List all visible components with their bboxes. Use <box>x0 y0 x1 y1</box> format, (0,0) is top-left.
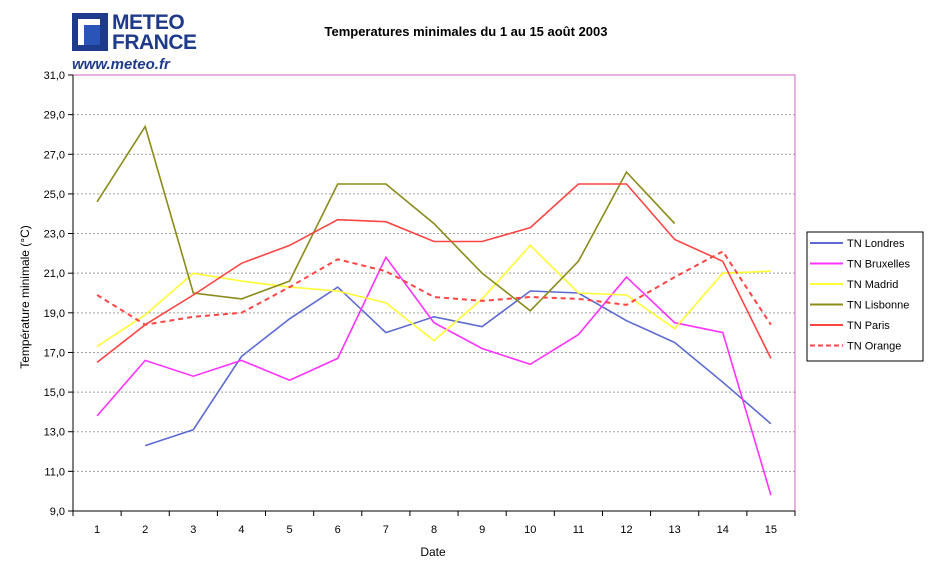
y-tick-label: 11,0 <box>44 466 65 478</box>
legend-box <box>806 231 924 362</box>
meteo-france-logo: METEO FRANCE www.meteo.fr <box>72 10 202 73</box>
legend: TN Londres TN Bruxelles TN Madrid TN Lisbon… <box>806 231 924 362</box>
x-tick-label: 5 <box>287 524 293 536</box>
logo-line-2: FRANCE <box>112 31 197 54</box>
y-tick-label: 29,0 <box>44 110 65 122</box>
series-line-tn-orange <box>96 250 772 326</box>
y-tick-label: 21,0 <box>44 268 65 280</box>
legend-label-tn-lisbonne: TN Lisbonne <box>847 300 909 312</box>
x-tick-label: 9 <box>479 524 485 536</box>
x-tick-label: 10 <box>524 524 536 536</box>
legend-label-tn-orange: TN Orange <box>847 341 901 353</box>
series-line-tn-paris <box>96 183 772 364</box>
series-line-tn-madrid <box>96 244 771 348</box>
x-tick-label: 7 <box>383 524 389 536</box>
legend-label-tn-londres: TN Londres <box>847 238 905 250</box>
y-tick-label: 19,0 <box>44 308 65 320</box>
x-tick-label: 2 <box>142 524 148 536</box>
y-axis-label: Température minimale (°C) <box>18 225 32 369</box>
y-tick-label: 31,0 <box>44 70 65 82</box>
x-tick-label: 1 <box>94 524 100 536</box>
x-tick-label: 12 <box>620 524 632 536</box>
series-lines <box>96 124 772 496</box>
series-line-tn-bruxelles <box>96 255 772 496</box>
y-tick-label: 15,0 <box>44 387 65 399</box>
x-tick-label: 13 <box>669 524 681 536</box>
x-tick-label: 14 <box>717 524 729 536</box>
legend-label-tn-madrid: TN Madrid <box>847 279 898 291</box>
y-tick-label: 17,0 <box>44 347 65 359</box>
grid-lines <box>73 74 795 512</box>
x-axis-label: Date <box>420 545 446 559</box>
meteo-france-logo-icon <box>72 13 108 51</box>
chart-title: Temperatures minimales du 1 au 15 août 2… <box>325 24 608 39</box>
y-tick-label: 13,0 <box>44 427 65 439</box>
y-tick-label: 9,0 <box>50 506 65 518</box>
y-tick-label: 23,0 <box>44 229 65 241</box>
x-tick-label: 4 <box>238 524 244 536</box>
x-tick-label: 8 <box>431 524 437 536</box>
x-tick-label: 3 <box>190 524 196 536</box>
legend-label-tn-paris: TN Paris <box>847 320 890 332</box>
legend-label-tn-bruxelles: TN Bruxelles <box>847 259 910 271</box>
x-tick-label: 11 <box>573 524 584 536</box>
logo-url[interactable]: www.meteo.fr <box>72 56 170 73</box>
series-line-tn-londres <box>144 286 772 447</box>
logo-line-1: METEO <box>112 11 185 34</box>
y-tick-label: 25,0 <box>44 189 65 201</box>
x-tick-label: 15 <box>765 524 777 536</box>
plot-area <box>72 74 796 512</box>
y-tick-label: 27,0 <box>44 149 65 161</box>
x-tick-label: 6 <box>335 524 341 536</box>
series-line-tn-lisbonne <box>96 124 676 312</box>
axes: 9,0 11,0 13,0 15,0 17,0 19,0 21,0 23,0 25,0 27,0 2… <box>44 70 796 536</box>
